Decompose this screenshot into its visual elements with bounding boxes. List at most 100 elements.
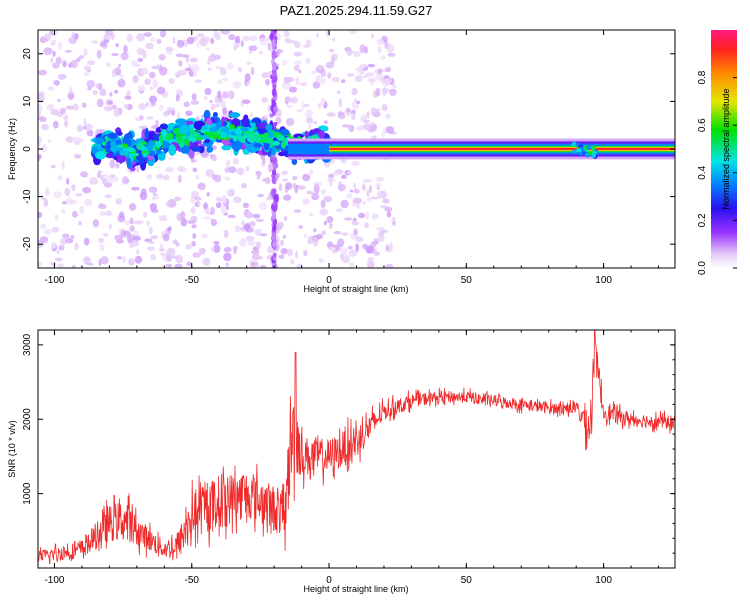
spectrum-noise — [123, 230, 131, 236]
spectrum-noise — [367, 128, 375, 133]
spectrum-noise — [313, 228, 317, 233]
spectrum-noise — [275, 235, 280, 245]
spectrum-disturbance — [578, 151, 584, 156]
spectrum-noise — [361, 184, 367, 191]
spectrum-noise — [136, 48, 145, 55]
spectrum-noise — [304, 109, 313, 118]
spectrum-noise — [302, 173, 311, 182]
spectrum-noise — [329, 180, 333, 187]
spectrum-noise — [147, 246, 155, 252]
spectrum-blob — [293, 133, 304, 139]
spectrum-noise — [288, 86, 298, 93]
spectrum-noise — [133, 230, 139, 237]
spectrum-noise — [152, 79, 159, 89]
spectrum-noise — [165, 46, 174, 53]
spectrum-noise — [70, 59, 78, 69]
spectrum-blob — [188, 149, 195, 159]
spectrum-noise — [96, 49, 102, 59]
spectrum-blob — [206, 146, 214, 153]
spectrum-noise — [71, 184, 76, 191]
spectrum-noise — [74, 155, 81, 159]
spectrum-noise — [152, 192, 157, 197]
spectrum-noise — [78, 220, 82, 226]
spectrum-noise — [260, 264, 267, 268]
spectrum-noise — [327, 173, 335, 179]
spectrum-noise — [233, 246, 237, 255]
spectrum-noise — [253, 261, 258, 265]
spectrum-noise — [40, 197, 46, 201]
spectrum-noise — [86, 129, 94, 137]
spectrum-noise — [337, 238, 345, 247]
spectrum-blob — [222, 121, 228, 126]
spectrum-noise — [54, 213, 59, 221]
spectrum-noise — [385, 244, 390, 251]
spectrum-noise — [177, 174, 182, 183]
spectrum-noise — [101, 178, 108, 185]
spectrum-peak — [254, 135, 262, 142]
spectrum-streak — [274, 162, 278, 167]
spectrum-noise — [366, 260, 375, 268]
spectrum-noise — [190, 63, 200, 73]
spectrum-noise — [136, 220, 144, 225]
spectrum-noise — [196, 33, 205, 38]
spectrum-noise — [180, 217, 188, 227]
spectrum-peak — [128, 147, 135, 153]
x-tick-label: 100 — [595, 575, 612, 586]
spectrum-noise — [99, 88, 107, 97]
spectrum-noise — [82, 186, 91, 194]
spectrum-blob — [93, 137, 105, 145]
spectrum-noise — [74, 33, 79, 40]
spectrum-noise — [325, 61, 335, 69]
spectrum-noise — [137, 58, 144, 62]
spectrum-noise — [84, 71, 90, 77]
x-tick-label: -50 — [185, 575, 200, 586]
spectrum-noise — [120, 52, 129, 61]
spectrum-noise — [358, 212, 366, 219]
spectrum-noise — [375, 176, 385, 182]
x-tick-label: -100 — [44, 275, 64, 286]
spectrum-noise — [386, 43, 395, 53]
spectrum-noise — [38, 69, 47, 76]
spectrum-noise — [376, 186, 380, 191]
spectrum-noise — [87, 86, 92, 91]
spectrum-noise — [227, 214, 236, 219]
spectrum-noise — [83, 237, 90, 246]
spectrum-noise — [309, 212, 314, 217]
spectrum-noise — [190, 195, 195, 204]
spectrum-noise — [168, 77, 175, 85]
spectrum-noise — [323, 220, 327, 226]
spectrum-noise — [203, 216, 211, 220]
spectrum-noise — [80, 171, 88, 178]
spectrum-noise — [293, 51, 303, 57]
spectrogram-area — [38, 30, 675, 268]
spectrum-noise — [348, 124, 355, 133]
spectrum-noise — [114, 234, 123, 241]
spectrum-noise — [51, 226, 60, 233]
spectrum-noise — [213, 174, 222, 183]
spectrum-noise — [331, 76, 340, 83]
spectrum-noise — [115, 163, 120, 169]
spectrum-noise — [113, 108, 120, 117]
spectrum-noise — [264, 114, 269, 119]
spectrum-noise — [104, 210, 113, 217]
spectrum-noise — [376, 38, 384, 46]
spectrum-noise — [353, 188, 360, 194]
spectrum-noise — [109, 91, 113, 97]
spectrum-disturbance — [586, 145, 592, 150]
spectrum-noise — [358, 64, 366, 70]
spectrum-noise — [319, 77, 326, 85]
spectrum-noise — [364, 222, 369, 229]
spectrum-noise — [171, 108, 176, 116]
spectrum-noise — [139, 125, 148, 130]
spectrum-noise — [366, 197, 372, 202]
spectrum-noise — [82, 126, 87, 130]
spectrum-noise — [165, 201, 172, 208]
spectrum-noise — [294, 41, 301, 49]
spectrum-noise — [152, 100, 157, 106]
spectrum-noise — [123, 44, 128, 54]
spectrum-blob — [212, 112, 218, 118]
spectrum-noise — [57, 73, 67, 80]
spectrum-noise — [302, 198, 310, 205]
spectrum-noise — [149, 103, 153, 107]
spectrum-blob — [304, 130, 310, 139]
